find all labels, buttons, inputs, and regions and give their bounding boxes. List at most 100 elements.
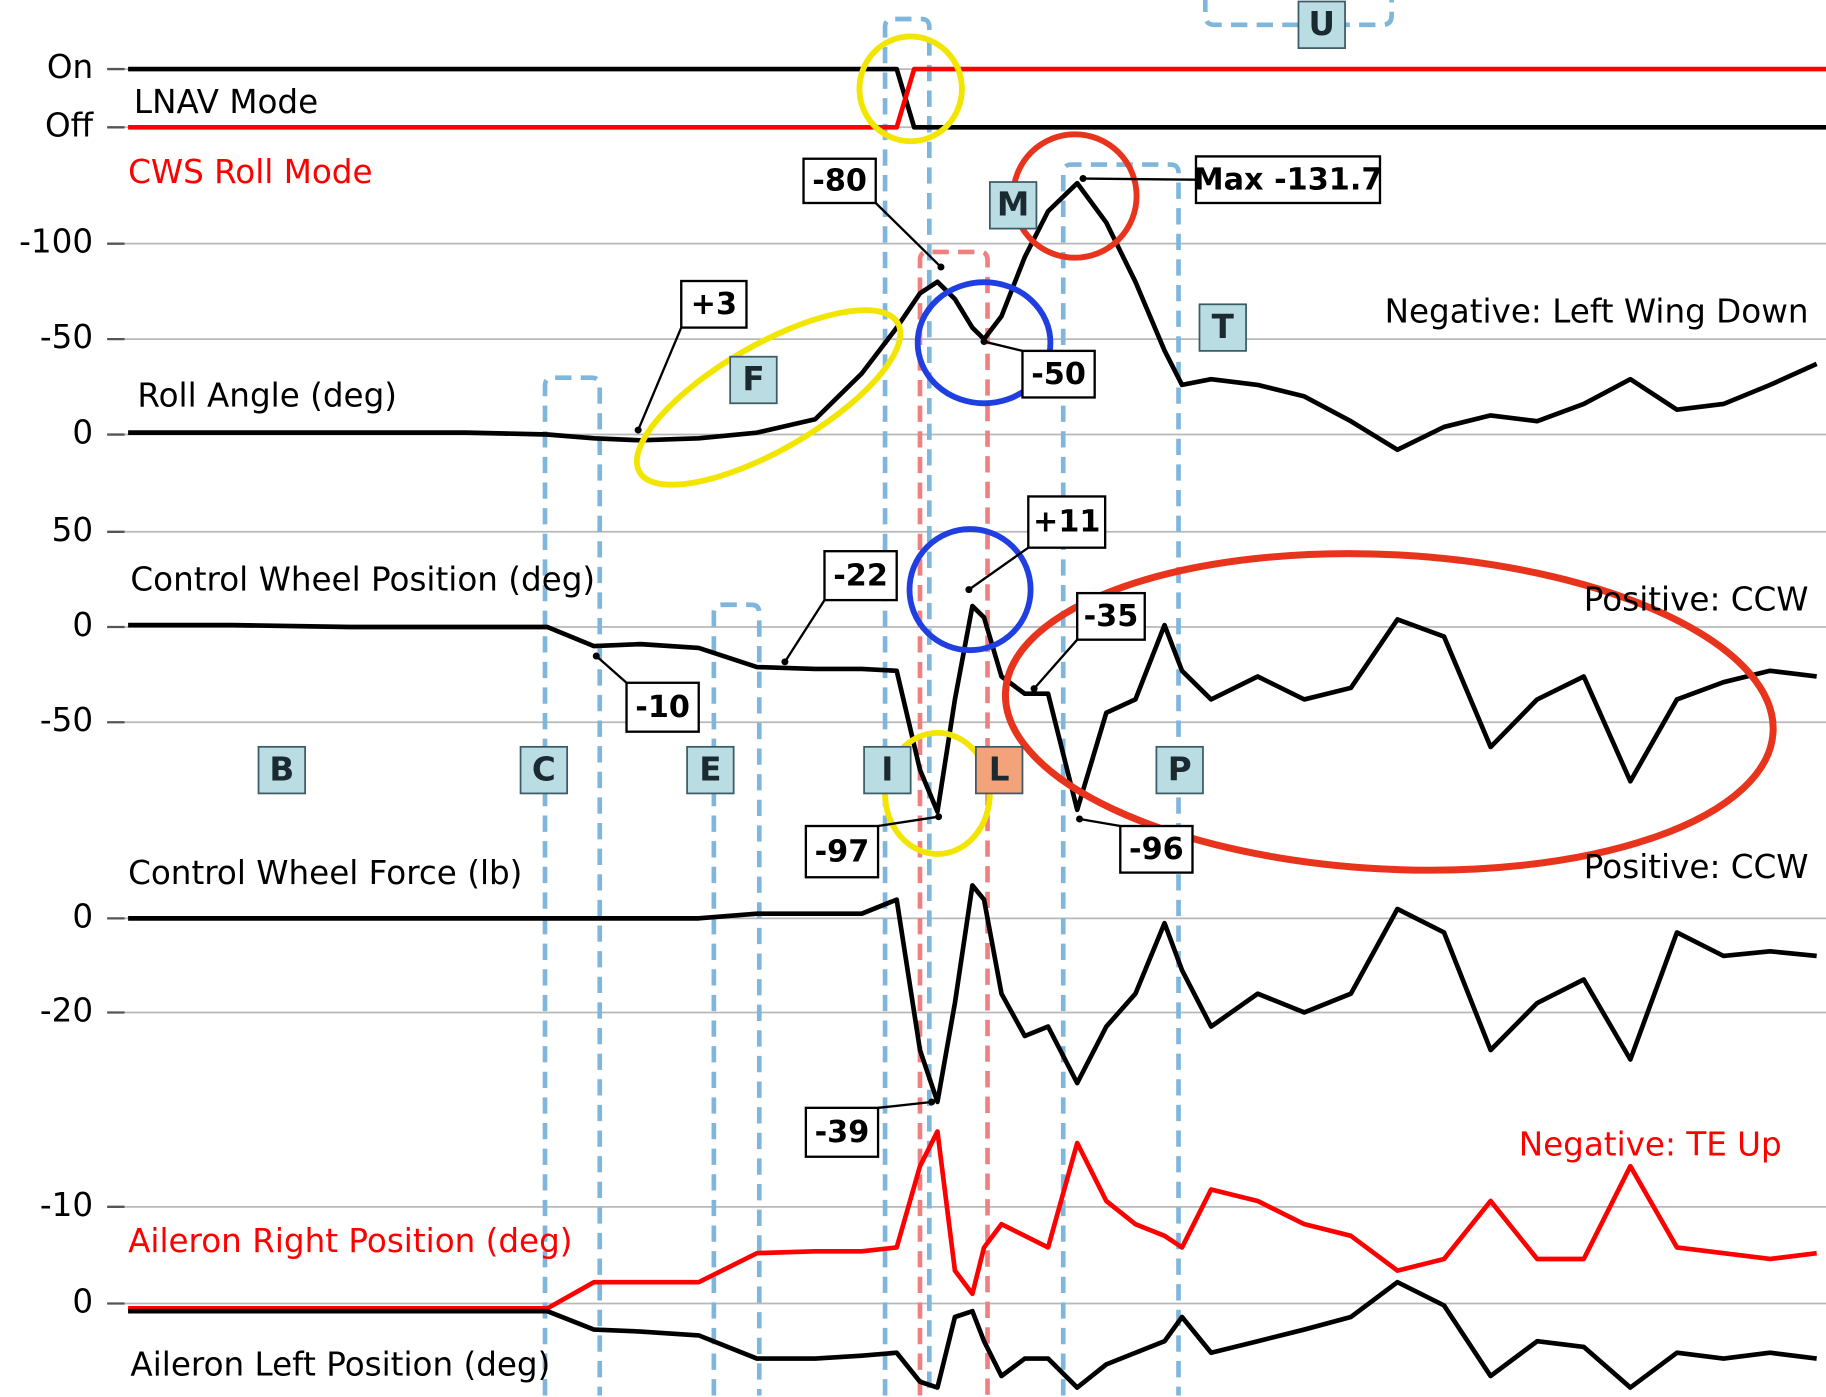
callout-label: -35 xyxy=(1084,599,1139,634)
marker-box xyxy=(1297,0,1346,49)
marker-box xyxy=(863,745,912,795)
callout-arrow xyxy=(1079,817,1121,828)
callout-tip xyxy=(965,586,973,594)
callout-label: +3 xyxy=(691,287,737,322)
callout-box xyxy=(1194,155,1382,205)
callout-arrow xyxy=(1033,638,1079,690)
marker-label: L xyxy=(989,750,1010,788)
y-tick-label: -50 xyxy=(40,701,93,739)
y-tick-label: -50 xyxy=(40,318,93,356)
trace xyxy=(128,1279,1817,1390)
callout-arrow xyxy=(968,546,1029,591)
annotation: Negative: TE Up xyxy=(1519,1125,1782,1163)
callout-label: -10 xyxy=(635,690,690,725)
marker-label: E xyxy=(699,750,721,788)
callout-tip xyxy=(1079,175,1087,183)
callout-tip xyxy=(935,813,943,821)
series-label: Aileron Left Position (deg) xyxy=(130,1345,550,1383)
callout-box xyxy=(1076,591,1146,641)
series-label: Control Wheel Position (deg) xyxy=(130,560,595,598)
callout-label: -22 xyxy=(833,558,888,593)
marker-label: P xyxy=(1168,750,1192,788)
series-label: Control Wheel Force (lb) xyxy=(128,854,522,892)
series-label: Aileron Right Position (deg) xyxy=(128,1222,572,1260)
callout-arrow xyxy=(783,599,826,663)
callout-tip xyxy=(980,338,988,346)
series-label: CWS Roll Mode xyxy=(128,153,372,191)
y-tick-label: Off xyxy=(45,106,95,144)
callout-tip xyxy=(1076,815,1084,823)
marker-label: M xyxy=(997,185,1029,223)
callout-tip xyxy=(1030,685,1038,693)
callout-label: -80 xyxy=(812,164,867,199)
y-tick-label: -20 xyxy=(40,991,93,1029)
callout-arrow xyxy=(1083,177,1196,181)
callout-box xyxy=(823,550,898,602)
callout-box xyxy=(804,824,880,879)
callout-arrow xyxy=(983,340,1023,353)
marker-label: F xyxy=(742,360,764,398)
y-tick-label: 50 xyxy=(52,511,93,549)
plot xyxy=(128,66,1826,1390)
marker-box xyxy=(1155,745,1204,795)
callout-tip xyxy=(781,658,789,666)
callout-box xyxy=(802,157,877,205)
callout-arrow xyxy=(874,202,942,268)
callout-label: -50 xyxy=(1031,357,1086,392)
highlight xyxy=(914,279,1054,407)
callout-label: Max -131.7 xyxy=(1194,162,1383,197)
marker-label: B xyxy=(269,750,294,788)
y-tick-label: 0 xyxy=(72,1282,93,1320)
marker-box xyxy=(975,745,1024,795)
callout-arrow xyxy=(595,655,628,684)
bracket-i xyxy=(882,16,932,1396)
series-label: Roll Angle (deg) xyxy=(137,376,397,414)
bracket-e xyxy=(711,602,762,1396)
trace xyxy=(128,66,1826,130)
marker-label: T xyxy=(1212,308,1235,346)
callout-box xyxy=(1021,349,1096,399)
callout-label: -39 xyxy=(815,1115,870,1150)
y-tick-label: -100 xyxy=(19,223,93,261)
callout-label: -96 xyxy=(1129,832,1184,867)
marker-box xyxy=(686,745,735,795)
trace xyxy=(128,180,1818,453)
callout-tip xyxy=(592,652,600,660)
callout-arrow xyxy=(877,815,939,828)
series-label: LNAV Mode xyxy=(134,83,318,121)
callout-box xyxy=(1027,495,1107,549)
marker-box xyxy=(519,745,569,795)
marker-box xyxy=(988,181,1038,230)
callout-arrow xyxy=(877,1100,932,1109)
marker-box xyxy=(257,745,306,795)
annotation: Negative: Left Wing Down xyxy=(1385,293,1809,331)
callout-tip xyxy=(928,1098,936,1106)
highlight xyxy=(1001,550,1777,874)
trace xyxy=(128,1129,1817,1311)
trace xyxy=(128,603,1817,815)
callout-box xyxy=(1119,824,1194,874)
annotation: Positive: CCW xyxy=(1584,848,1809,886)
bracket-m xyxy=(1060,162,1181,1396)
highlight xyxy=(633,307,904,488)
marker-box xyxy=(1198,303,1247,352)
callout-label: +11 xyxy=(1033,505,1100,540)
callout-tip xyxy=(634,426,642,434)
y-tick-label: 0 xyxy=(72,897,93,935)
marker-label: U xyxy=(1309,5,1335,43)
callout-label: -97 xyxy=(815,834,870,869)
callout-box xyxy=(680,279,748,329)
y-tick-label: -10 xyxy=(40,1186,93,1224)
marker-label: I xyxy=(881,750,893,788)
trace xyxy=(128,883,1817,1105)
bracket-red xyxy=(917,249,990,1396)
callout-box xyxy=(804,1106,880,1158)
annotation: Positive: CCW xyxy=(1584,580,1809,618)
y-tick-label: 0 xyxy=(72,414,93,452)
y-tick-label: On xyxy=(47,48,93,86)
highlight xyxy=(856,33,965,145)
